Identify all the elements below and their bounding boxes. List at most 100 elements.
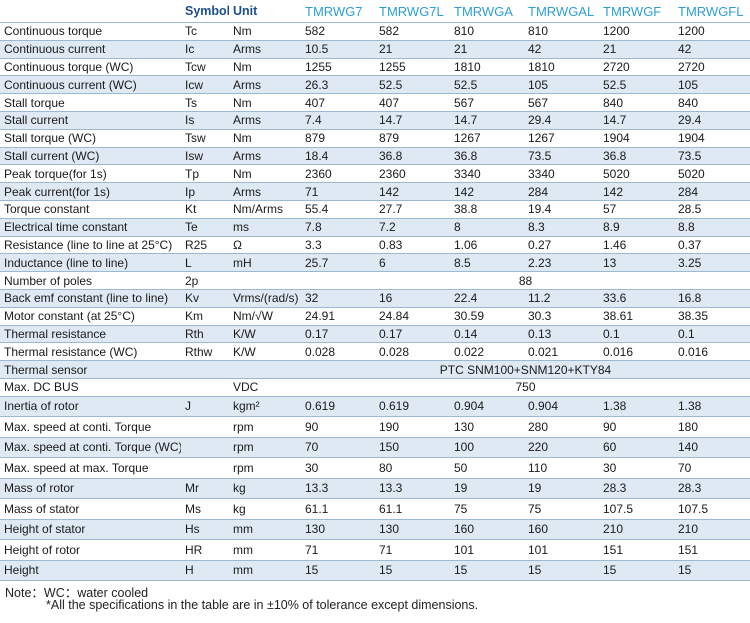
row-value: 101 bbox=[450, 539, 524, 561]
row-value: 0.17 bbox=[301, 325, 375, 344]
row-symbol: Km bbox=[181, 307, 229, 326]
row-value: 0.37 bbox=[674, 236, 750, 255]
row-symbol: Hs bbox=[181, 519, 229, 541]
row-value: 57 bbox=[599, 200, 674, 219]
row-label: Peak current(for 1s) bbox=[0, 182, 181, 201]
row-value: 1904 bbox=[599, 129, 674, 148]
row-value: 5020 bbox=[674, 164, 750, 184]
row-value: 0.028 bbox=[375, 342, 450, 362]
row-value: 13.3 bbox=[375, 478, 450, 500]
row-value: 140 bbox=[674, 437, 750, 459]
row-value: 8.5 bbox=[450, 253, 524, 273]
row-value: 75 bbox=[524, 498, 599, 520]
note-water-cooled: Note：WC：water cooled bbox=[5, 586, 149, 600]
row-value: 33.6 bbox=[599, 289, 674, 308]
row-value: 18.4 bbox=[301, 147, 375, 166]
row-symbol bbox=[181, 378, 229, 397]
row-value: 19 bbox=[450, 478, 524, 500]
row-value: 0.904 bbox=[450, 396, 524, 418]
row-unit: Arms bbox=[229, 75, 301, 95]
table-row: Continuous current Ic Arms 10.5 21 21 42 21 42 bbox=[0, 40, 750, 59]
row-value: 0.1 bbox=[674, 325, 750, 344]
row-value: 0.14 bbox=[450, 325, 524, 344]
row-value: 101 bbox=[524, 539, 599, 561]
row-value: 1.46 bbox=[599, 236, 674, 255]
row-symbol: Tcw bbox=[181, 58, 229, 77]
row-value: 14.7 bbox=[599, 111, 674, 130]
row-label: Stall current bbox=[0, 111, 181, 130]
row-value: 10.5 bbox=[301, 40, 375, 59]
row-value: 50 bbox=[450, 457, 524, 479]
table-row: Thermal resistance (WC) Rthw K/W 0.028 0.028… bbox=[0, 342, 750, 362]
header-model: TMRWG7L bbox=[375, 0, 450, 23]
row-value: 2.23 bbox=[524, 253, 599, 273]
row-label: Mass of rotor bbox=[0, 478, 181, 500]
row-value: 28.3 bbox=[674, 478, 750, 500]
row-value: 130 bbox=[301, 519, 375, 541]
row-symbol: Te bbox=[181, 218, 229, 237]
table-row: Stall torque Ts Nm 407 407 567 567 840 840 bbox=[0, 93, 750, 112]
row-symbol: Ts bbox=[181, 93, 229, 112]
header-blank bbox=[0, 0, 181, 23]
row-value: 3340 bbox=[450, 164, 524, 184]
row-unit: Nm bbox=[229, 164, 301, 184]
note-tolerance: *All the specifications in the table are… bbox=[46, 598, 479, 612]
row-value: 26.3 bbox=[301, 75, 375, 95]
row-value: 0.619 bbox=[375, 396, 450, 418]
row-value: 42 bbox=[674, 40, 750, 59]
row-value: 19.4 bbox=[524, 200, 599, 219]
row-value: 1.38 bbox=[599, 396, 674, 418]
row-value: 582 bbox=[375, 22, 450, 41]
row-symbol: Isw bbox=[181, 147, 229, 166]
row-value: 1200 bbox=[674, 22, 750, 41]
row-value: 879 bbox=[301, 129, 375, 148]
row-value: 0.17 bbox=[375, 325, 450, 344]
row-merged-value: 88 bbox=[301, 271, 750, 290]
row-value: 25.7 bbox=[301, 253, 375, 273]
row-value: 71 bbox=[301, 539, 375, 561]
row-symbol: Tsw bbox=[181, 129, 229, 148]
row-unit: rpm bbox=[229, 437, 301, 459]
row-value: 11.2 bbox=[524, 289, 599, 308]
row-label: Motor constant (at 25°C) bbox=[0, 307, 181, 326]
header-model: TMRWGA bbox=[450, 0, 524, 23]
row-unit: kg bbox=[229, 478, 301, 500]
row-symbol bbox=[181, 416, 229, 438]
row-symbol: Rth bbox=[181, 325, 229, 344]
row-value: 0.1 bbox=[599, 325, 674, 344]
row-label: Back emf constant (line to line) bbox=[0, 289, 181, 308]
row-label: Height bbox=[0, 560, 181, 582]
row-unit: Nm bbox=[229, 129, 301, 148]
row-value: 32 bbox=[301, 289, 375, 308]
row-value: 407 bbox=[375, 93, 450, 112]
row-value: 16.8 bbox=[674, 289, 750, 308]
row-value: 1810 bbox=[524, 58, 599, 77]
table-row: Torque constant Kt Nm/Arms 55.4 27.7 38.8 19.4… bbox=[0, 200, 750, 219]
row-value: 130 bbox=[450, 416, 524, 438]
row-symbol: HR bbox=[181, 539, 229, 561]
row-label: Peak torque(for 1s) bbox=[0, 164, 181, 184]
row-value: 160 bbox=[524, 519, 599, 541]
row-value: 3.3 bbox=[301, 236, 375, 255]
row-value: 0.13 bbox=[524, 325, 599, 344]
row-value: 1.38 bbox=[674, 396, 750, 418]
row-value: 3340 bbox=[524, 164, 599, 184]
row-symbol bbox=[181, 457, 229, 479]
row-value: 151 bbox=[674, 539, 750, 561]
row-label: Height of stator bbox=[0, 519, 181, 541]
row-label: Thermal sensor bbox=[0, 360, 181, 379]
row-value: 19 bbox=[524, 478, 599, 500]
row-value: 810 bbox=[524, 22, 599, 41]
row-value: 567 bbox=[450, 93, 524, 112]
row-value: 14.7 bbox=[450, 111, 524, 130]
header-unit: Unit bbox=[229, 0, 301, 23]
table-row: Stall current Is Arms 7.4 14.7 14.7 29.4 14.7 29… bbox=[0, 111, 750, 130]
row-label: Inertia of rotor bbox=[0, 396, 181, 418]
row-value: 0.83 bbox=[375, 236, 450, 255]
row-value: 42 bbox=[524, 40, 599, 59]
row-value: 55.4 bbox=[301, 200, 375, 219]
row-value: 810 bbox=[450, 22, 524, 41]
row-symbol: Kt bbox=[181, 200, 229, 219]
row-value: 30.59 bbox=[450, 307, 524, 326]
row-value: 0.904 bbox=[524, 396, 599, 418]
